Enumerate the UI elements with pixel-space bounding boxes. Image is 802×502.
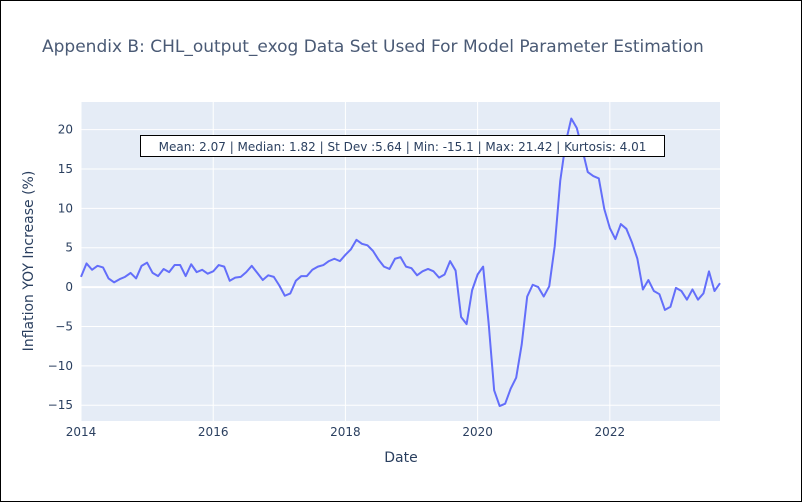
x-tick-label: 2020: [462, 425, 493, 439]
x-tick-label: 2014: [66, 425, 97, 439]
annotation-text: Mean: 2.07 | Median: 1.82 | St Dev :5.64…: [159, 140, 647, 154]
gridlines: [80, 102, 720, 421]
y-tick-label: 15: [58, 162, 73, 176]
x-tick-label: 2018: [330, 425, 361, 439]
y-tick-label: 10: [58, 201, 73, 215]
y-tick-label: 20: [58, 123, 73, 137]
y-tick-label: 0: [65, 280, 73, 294]
y-tick-label: −5: [55, 319, 73, 333]
x-tick-label: 2016: [198, 425, 229, 439]
y-tick-label: −10: [48, 359, 73, 373]
x-tick-label: 2022: [595, 425, 626, 439]
y-tick-label: −15: [48, 398, 73, 412]
x-axis-label: Date: [384, 450, 417, 466]
annotation-box: [140, 135, 665, 157]
x-tick-labels: 2014 2016 2018 2020 2022: [66, 425, 625, 439]
series-line[interactable]: [80, 117, 721, 408]
y-tick-labels: −15 −10 −5 0 5 10 15 20: [48, 123, 73, 413]
chart-title: Appendix B: CHL_output_exog Data Set Use…: [42, 37, 704, 57]
y-axis-label: Inflation YOY Increase (%): [21, 171, 37, 352]
y-tick-label: 5: [65, 241, 73, 255]
